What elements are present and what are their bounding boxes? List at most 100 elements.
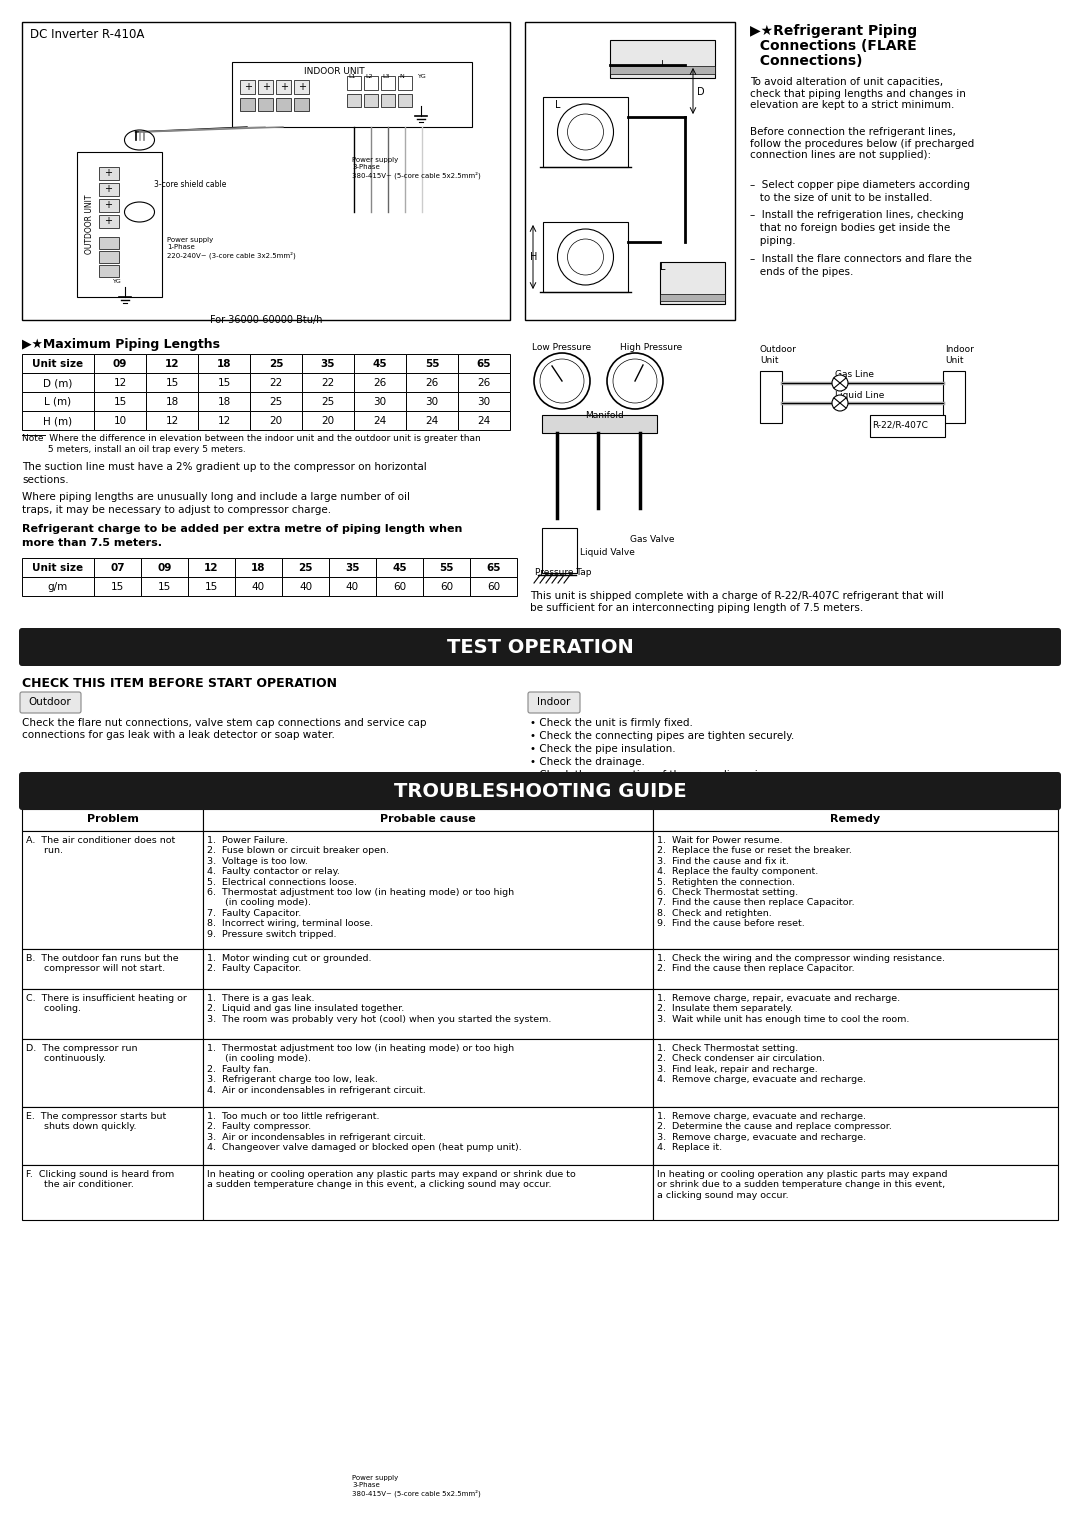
- Text: 1.  There is a gas leak.
2.  Liquid and gas line insulated together.
3.  The roo: 1. There is a gas leak. 2. Liquid and ga…: [207, 994, 552, 1023]
- Text: Unit size: Unit size: [32, 563, 83, 573]
- Text: 45: 45: [373, 359, 388, 370]
- Bar: [22, 354, 94, 373]
- Text: connections for gas leak with a leak detector or soap water.: connections for gas leak with a leak det…: [22, 730, 335, 741]
- Text: L (m): L (m): [44, 397, 71, 408]
- Bar: [235, 577, 282, 596]
- Text: 40: 40: [299, 582, 312, 592]
- Bar: [22, 577, 94, 596]
- Text: In heating or cooling operation any plastic parts may expand
or shrink due to a : In heating or cooling operation any plas…: [657, 1170, 947, 1200]
- Text: Liquid Valve: Liquid Valve: [580, 548, 635, 557]
- Text: 1.  Wait for Power resume.
2.  Replace the fuse or reset the breaker.
3.  Find t: 1. Wait for Power resume. 2. Replace the…: [657, 835, 854, 928]
- Bar: [381, 76, 395, 90]
- Text: L1: L1: [348, 73, 355, 79]
- Bar: [381, 95, 395, 107]
- Text: +: +: [280, 82, 288, 92]
- Bar: [302, 373, 354, 392]
- Bar: [423, 577, 470, 596]
- Text: Unit: Unit: [945, 356, 963, 365]
- Text: E.  The compressor starts but
      shuts down quickly.: E. The compressor starts but shuts down …: [26, 1112, 166, 1132]
- Text: ▶★Refrigerant Piping: ▶★Refrigerant Piping: [750, 24, 917, 38]
- Bar: [423, 557, 470, 577]
- Text: 1.  Remove charge, repair, evacuate and recharge.
2.  Insulate them separately.
: 1. Remove charge, repair, evacuate and r…: [657, 994, 909, 1023]
- Bar: [760, 371, 782, 423]
- Text: 22: 22: [322, 379, 335, 388]
- Bar: [458, 392, 510, 411]
- Bar: [258, 79, 273, 95]
- Bar: [198, 373, 249, 392]
- Bar: [660, 263, 725, 304]
- Text: • Check the unit is firmly fixed.: • Check the unit is firmly fixed.: [530, 718, 693, 728]
- Text: +: +: [104, 183, 112, 194]
- Text: g/m: g/m: [48, 582, 68, 592]
- Text: 40: 40: [346, 582, 359, 592]
- Bar: [203, 1107, 653, 1165]
- Bar: [610, 66, 715, 73]
- Bar: [870, 415, 945, 437]
- Bar: [354, 354, 406, 373]
- Bar: [354, 411, 406, 431]
- Text: 1.  Remove charge, evacuate and recharge.
2.  Determine the cause and replace co: 1. Remove charge, evacuate and recharge.…: [657, 1112, 892, 1153]
- Text: 25: 25: [269, 359, 283, 370]
- Bar: [458, 373, 510, 392]
- Bar: [276, 79, 291, 95]
- Bar: [406, 373, 458, 392]
- Text: • Check the connecting pipes are tighten securely.: • Check the connecting pipes are tighten…: [530, 731, 794, 741]
- Bar: [610, 40, 715, 78]
- Text: 60: 60: [440, 582, 454, 592]
- Text: 55: 55: [440, 563, 454, 573]
- Bar: [22, 392, 94, 411]
- Text: +: +: [104, 215, 112, 226]
- Bar: [188, 577, 235, 596]
- Text: 60: 60: [393, 582, 406, 592]
- Text: Connections): Connections): [750, 53, 863, 69]
- Text: 09: 09: [158, 563, 172, 573]
- Text: For 36000-60000 Btu/h: For 36000-60000 Btu/h: [210, 315, 322, 325]
- Bar: [146, 392, 198, 411]
- Bar: [249, 392, 302, 411]
- Text: 09: 09: [112, 359, 127, 370]
- Text: L: L: [660, 263, 665, 272]
- Text: 1.  Thermostat adjustment too low (in heating mode) or too high
      (in coolin: 1. Thermostat adjustment too low (in hea…: [207, 1044, 514, 1095]
- Bar: [282, 577, 329, 596]
- Text: D (m): D (m): [43, 379, 72, 388]
- Text: to the size of unit to be installed.: to the size of unit to be installed.: [750, 192, 932, 203]
- Bar: [198, 354, 249, 373]
- Text: 24: 24: [374, 415, 387, 426]
- FancyBboxPatch shape: [19, 773, 1061, 809]
- Text: Gas Line: Gas Line: [835, 370, 874, 379]
- Text: Unit: Unit: [760, 356, 779, 365]
- Bar: [141, 577, 188, 596]
- Text: –  Select copper pipe diameters according: – Select copper pipe diameters according: [750, 180, 970, 189]
- Text: Check the flare nut connections, valve stem cap connections and service cap: Check the flare nut connections, valve s…: [22, 718, 427, 728]
- Bar: [470, 557, 517, 577]
- Text: F.  Clicking sound is heard from
      the air conditioner.: F. Clicking sound is heard from the air …: [26, 1170, 174, 1190]
- Bar: [203, 1165, 653, 1220]
- Bar: [653, 1165, 1058, 1220]
- Text: 5 meters, install an oil trap every 5 meters.: 5 meters, install an oil trap every 5 me…: [22, 444, 246, 454]
- Text: The suction line must have a 2% gradient up to the compressor on horizontal: The suction line must have a 2% gradient…: [22, 463, 427, 472]
- Bar: [240, 79, 255, 95]
- Bar: [347, 95, 361, 107]
- Bar: [188, 557, 235, 577]
- Bar: [94, 577, 141, 596]
- Text: In heating or cooling operation any plastic parts may expand or shrink due to
a : In heating or cooling operation any plas…: [207, 1170, 576, 1190]
- Text: Power supply
1-Phase
220-240V~ (3-core cable 3x2.5mm²): Power supply 1-Phase 220-240V~ (3-core c…: [167, 237, 296, 258]
- Text: 24: 24: [477, 415, 490, 426]
- Text: 25: 25: [269, 397, 283, 408]
- Text: 65: 65: [476, 359, 491, 370]
- Text: H: H: [530, 252, 538, 263]
- Bar: [99, 266, 119, 276]
- Bar: [22, 1107, 203, 1165]
- Bar: [364, 95, 378, 107]
- Bar: [347, 76, 361, 90]
- Text: 35: 35: [346, 563, 360, 573]
- Text: Power supply
3-Phase
380-415V~ (5-core cable 5x2.5mm²): Power supply 3-Phase 380-415V~ (5-core c…: [352, 157, 481, 179]
- Bar: [94, 392, 146, 411]
- Text: sections.: sections.: [22, 475, 69, 486]
- Text: +: +: [244, 82, 252, 92]
- Text: Where piping lengths are unusually long and include a large number of oil: Where piping lengths are unusually long …: [22, 492, 410, 502]
- Text: 1.  Check Thermostat setting.
2.  Check condenser air circulation.
3.  Find leak: 1. Check Thermostat setting. 2. Check co…: [657, 1044, 866, 1084]
- Text: 60: 60: [487, 582, 500, 592]
- Text: Probable cause: Probable cause: [380, 814, 476, 825]
- Text: D.  The compressor run
      continuously.: D. The compressor run continuously.: [26, 1044, 137, 1063]
